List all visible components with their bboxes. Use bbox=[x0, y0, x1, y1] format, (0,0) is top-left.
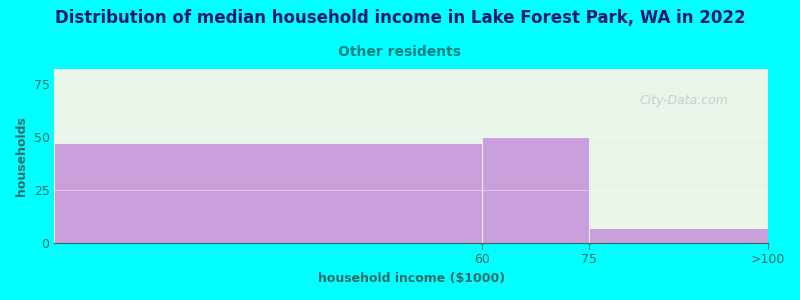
Bar bbox=[482, 137, 590, 243]
Text: Other residents: Other residents bbox=[338, 45, 462, 59]
Text: City-Data.com: City-Data.com bbox=[639, 94, 728, 107]
Text: Distribution of median household income in Lake Forest Park, WA in 2022: Distribution of median household income … bbox=[54, 9, 746, 27]
X-axis label: household income ($1000): household income ($1000) bbox=[318, 272, 505, 285]
Bar bbox=[590, 228, 768, 243]
Bar bbox=[54, 143, 482, 243]
Y-axis label: households: households bbox=[15, 116, 28, 196]
